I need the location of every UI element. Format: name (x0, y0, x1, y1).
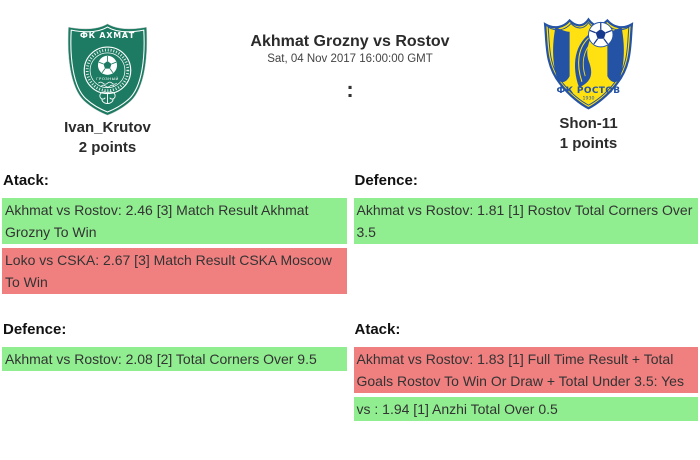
away-player-name: Shon-11 (559, 115, 618, 132)
akhmat-city-text: ГРОЗНЫЙ (96, 76, 119, 81)
match-title: Akhmat Grozny vs Rostov (250, 33, 450, 50)
section-home-defence: Defence: Akhmat vs Rostov: 2.08 [2] Tota… (1, 321, 348, 375)
match-info: Akhmat Grozny vs Rostov Sat, 04 Nov 2017… (233, 0, 467, 170)
section-home-attack: Atack: Akhmat vs Rostov: 2.46 [3] Match … (1, 172, 348, 298)
bet-item: Akhmat vs Rostov: 2.46 [3] Match Result … (2, 198, 347, 244)
akhmat-club-text: ФК АХМАТ (80, 31, 135, 40)
akhmat-crest-icon: ФК АХМАТ ГРОЗНЫЙ (67, 23, 148, 116)
section-title: Defence: (354, 172, 418, 189)
section-title: Atack: (354, 321, 401, 338)
rostov-year-text: 1930 (583, 96, 595, 102)
bet-item: vs : 1.94 [1] Anzhi Total Over 0.5 (353, 397, 698, 421)
bet-sections: Atack: Akhmat vs Rostov: 2.46 [3] Match … (0, 172, 700, 425)
bet-item: Akhmat vs Rostov: 1.83 [1] Full Time Res… (353, 347, 698, 393)
home-player-name: Ivan_Krutov (64, 119, 151, 136)
score-separator: : (346, 77, 354, 102)
section-title: Defence: (3, 321, 67, 338)
section-title: Atack: (3, 172, 49, 189)
section-away-defence: Defence: Akhmat vs Rostov: 1.81 [1] Rost… (353, 172, 700, 248)
away-team-panel: ФК РОСТОВ 1930 Shon-11 1 points (467, 0, 700, 170)
bet-item: Loko vs CSKA: 2.67 [3] Match Result CSKA… (2, 248, 347, 294)
bet-item: Akhmat vs Rostov: 1.81 [1] Rostov Total … (353, 198, 698, 244)
bet-item: Akhmat vs Rostov: 2.08 [2] Total Corners… (2, 347, 347, 371)
match-header: ФК АХМАТ ГРОЗНЫЙ (0, 0, 700, 170)
match-date: Sat, 04 Nov 2017 16:00:00 GMT (267, 53, 433, 65)
section-away-attack: Atack: Akhmat vs Rostov: 1.83 [1] Full T… (353, 321, 700, 425)
home-player-points: 2 points (78, 139, 137, 156)
left-band (553, 27, 570, 83)
rostov-club-text: ФК РОСТОВ (557, 86, 621, 96)
away-player-points: 1 points (559, 135, 618, 152)
home-team-panel: ФК АХМАТ ГРОЗНЫЙ (0, 0, 233, 170)
vainakh-ornament (99, 91, 116, 104)
wave-ornament (98, 81, 117, 88)
rostov-crest-icon: ФК РОСТОВ 1930 (543, 17, 634, 110)
